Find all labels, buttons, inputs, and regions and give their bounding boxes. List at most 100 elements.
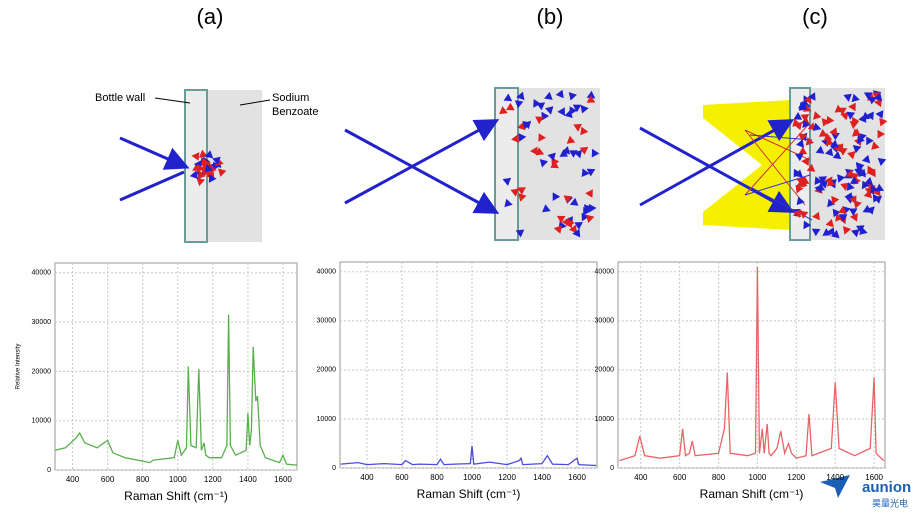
- molecule: [586, 214, 595, 223]
- molecule: [514, 100, 524, 109]
- spectrum-line: [619, 266, 885, 462]
- molecule: [874, 98, 882, 108]
- molecule: [801, 157, 810, 166]
- molecule: [818, 176, 827, 184]
- molecule: [585, 189, 593, 198]
- molecule: [569, 197, 579, 206]
- molecule: [517, 187, 526, 195]
- molecule: [564, 109, 573, 118]
- molecule: [504, 198, 513, 208]
- molecule: [832, 208, 841, 218]
- molecule: [811, 228, 821, 237]
- molecule: [852, 128, 861, 137]
- molecule: [877, 157, 887, 166]
- molecule: [848, 195, 857, 204]
- molecule: [196, 178, 205, 187]
- molecule: [855, 162, 864, 171]
- molecule: [516, 91, 525, 101]
- molecule: [832, 151, 842, 160]
- molecule: [586, 95, 596, 103]
- x-tick-label: 400: [634, 473, 648, 482]
- molecule: [877, 129, 886, 139]
- molecule: [799, 210, 809, 219]
- molecule: [580, 104, 589, 114]
- molecule: [522, 120, 531, 130]
- laser-beam: [344, 128, 500, 214]
- molecule: [535, 116, 544, 125]
- molecule: [858, 114, 867, 123]
- molecule: [856, 225, 865, 233]
- molecule: [813, 111, 822, 120]
- molecule: [574, 222, 583, 230]
- molecule: [189, 170, 198, 179]
- molecule: [831, 229, 840, 239]
- x-tick-label: 600: [101, 475, 115, 484]
- panel-label: (c): [802, 4, 828, 29]
- molecule: [798, 146, 808, 155]
- plot-area: [617, 261, 886, 469]
- molecule: [814, 176, 823, 185]
- molecule: [838, 214, 848, 222]
- laser-beam: [344, 119, 500, 205]
- x-tick-label: 1600: [274, 475, 292, 484]
- molecule: [829, 127, 838, 136]
- molecule: [533, 99, 541, 108]
- molecule: [852, 145, 862, 154]
- y-axis-label: Relative Intensity: [16, 344, 22, 390]
- molecule: [864, 176, 873, 185]
- molecule: [824, 176, 833, 186]
- molecule: [863, 92, 873, 100]
- y-tick-label: 10000: [595, 416, 615, 423]
- molecule: [825, 218, 834, 228]
- x-tick-label: 1000: [169, 475, 187, 484]
- molecule: [835, 213, 844, 222]
- molecule: [861, 180, 870, 190]
- x-tick-label: 1400: [826, 473, 844, 482]
- molecule: [837, 174, 846, 183]
- molecule: [204, 164, 213, 173]
- sample-region: [518, 88, 600, 240]
- x-tick-label: 1000: [749, 473, 767, 482]
- molecule: [510, 188, 519, 197]
- watermark-brand: aunion: [862, 479, 911, 496]
- y-tick-label: 20000: [32, 368, 52, 375]
- y-tick-label: 40000: [595, 269, 615, 276]
- molecule: [553, 225, 562, 234]
- wall-label: Bottle wall: [95, 92, 146, 104]
- molecule: [541, 111, 550, 121]
- x-tick-label: 1400: [533, 473, 551, 482]
- molecule: [850, 172, 860, 181]
- molecule: [792, 118, 801, 127]
- molecule: [863, 189, 873, 199]
- molecule: [851, 229, 860, 238]
- y-tick-label: 0: [332, 465, 336, 472]
- x-tick-label: 800: [712, 473, 726, 482]
- molecule: [793, 168, 802, 178]
- molecule: [875, 183, 884, 192]
- molecule: [796, 139, 805, 148]
- molecule: [806, 163, 816, 172]
- x-tick-label: 800: [430, 473, 444, 482]
- molecule: [530, 146, 538, 156]
- molecule: [866, 111, 874, 121]
- molecule: [208, 174, 217, 183]
- watermark-subtitle: 昊量光电: [872, 497, 908, 508]
- molecule: [802, 119, 811, 128]
- molecule: [566, 135, 576, 144]
- molecule: [561, 146, 571, 155]
- molecule: [518, 193, 527, 202]
- molecule: [545, 106, 554, 115]
- x-tick-label: 400: [66, 475, 80, 484]
- molecule: [503, 93, 513, 102]
- molecule: [556, 215, 566, 224]
- molecule: [197, 164, 205, 173]
- x-tick-label: 400: [360, 473, 374, 482]
- molecule: [843, 226, 852, 235]
- molecule: [847, 151, 856, 160]
- molecule: [819, 180, 828, 189]
- chart: 0 10000 20000 30000 40000 400 600 800 1000 1200 14…: [317, 261, 598, 501]
- molecule: [818, 129, 828, 137]
- sample-region: [810, 88, 885, 240]
- x-tick-label: 1200: [787, 473, 805, 482]
- molecule: [793, 112, 803, 120]
